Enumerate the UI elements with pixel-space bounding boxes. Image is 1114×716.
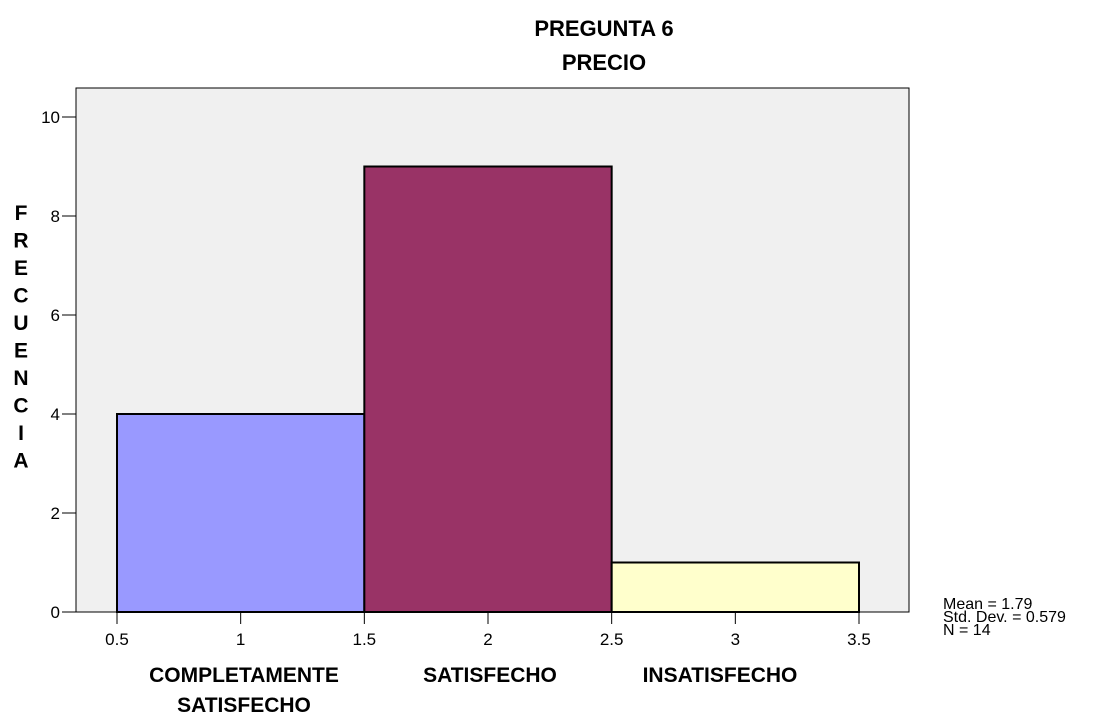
y-axis-label-letter-2: R — [13, 230, 28, 253]
stats-line-2: Std. Dev. = 0.579 — [943, 609, 1066, 626]
x-tick-label-2.5: 2.5 — [600, 630, 624, 649]
y-axis-label-letter-3: E — [14, 257, 28, 280]
y-tick-label-8: 8 — [51, 207, 60, 226]
category-label-1-line-2: SATISFECHO — [177, 694, 311, 716]
category-label-3-line-1: INSATISFECHO — [643, 664, 798, 687]
y-tick-label-6: 6 — [51, 306, 60, 325]
y-axis-label-letter-1: F — [15, 202, 28, 225]
x-tick-label-2: 2 — [483, 630, 492, 649]
y-tick-label-0: 0 — [51, 603, 60, 622]
chart-title-line-1: PREGUNTA 6 — [534, 16, 673, 41]
y-axis-label-letter-7: N — [13, 367, 28, 390]
y-axis-label-letter-9: I — [18, 422, 24, 445]
x-tick-label-3.5: 3.5 — [847, 630, 871, 649]
y-axis-label-letter-8: C — [13, 395, 28, 418]
stats-line-3: N = 14 — [943, 622, 991, 639]
y-tick-label-10: 10 — [41, 108, 60, 127]
x-tick-label-1.5: 1.5 — [353, 630, 377, 649]
histogram-bar-2 — [363, 165, 613, 613]
histogram-bar-3 — [610, 561, 861, 613]
y-tick-label-2: 2 — [51, 504, 60, 523]
y-axis-label-letter-10: A — [13, 450, 28, 473]
category-label-1-line-1: COMPLETAMENTE — [149, 664, 339, 687]
x-tick-label-0.5: 0.5 — [105, 630, 129, 649]
y-axis-label-letter-5: U — [13, 312, 28, 335]
y-tick-label-4: 4 — [51, 405, 60, 424]
chart-title: PREGUNTA 6 PRECIO — [534, 16, 673, 75]
category-label-2-line-1: SATISFECHO — [423, 664, 557, 687]
y-axis-label-letter-4: C — [13, 285, 28, 308]
y-axis-label-letter-6: E — [14, 340, 28, 363]
stats-line-1: Mean = 1.79 — [943, 596, 1033, 613]
histogram-bar-1 — [116, 413, 366, 613]
x-tick-label-1: 1 — [236, 630, 245, 649]
x-tick-label-3: 3 — [731, 630, 740, 649]
chart-title-line-2: PRECIO — [562, 50, 646, 75]
